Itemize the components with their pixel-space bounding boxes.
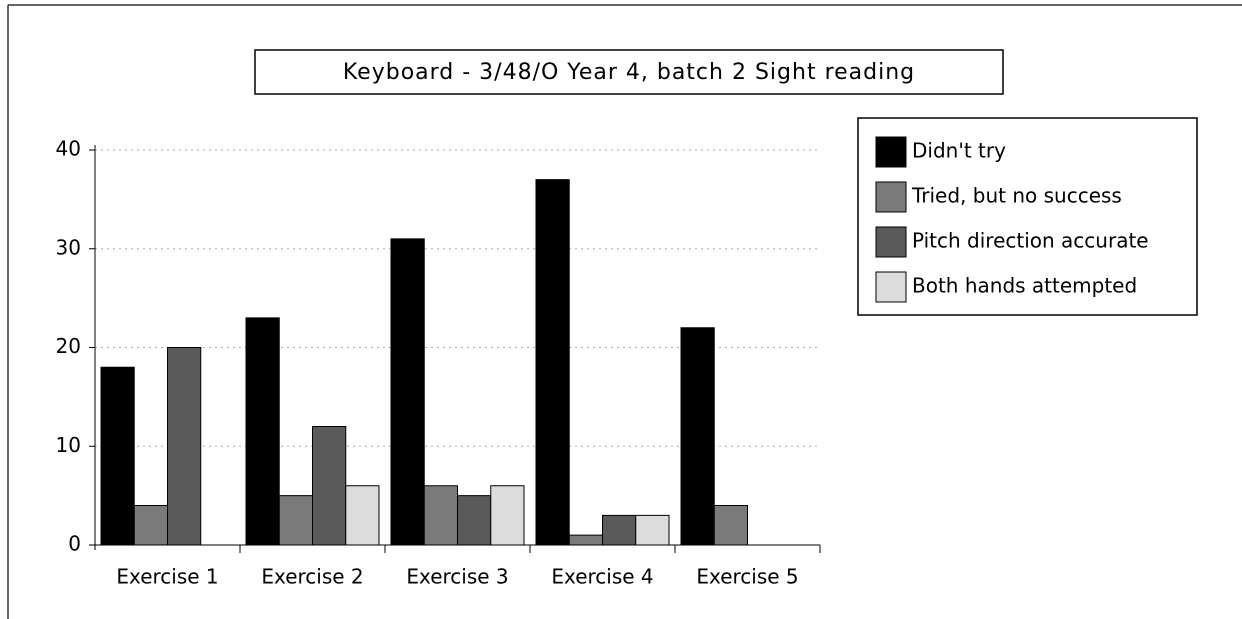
legend-label: Didn't try [912,139,1006,163]
bar [423,485,458,546]
legend-label: Tried, but no success [911,184,1122,208]
title-box [254,49,1004,95]
y-tick-label: 10 [56,433,81,457]
legend-swatch [875,181,907,213]
bar [312,426,347,546]
x-tick-label: Exercise 3 [406,565,508,589]
legend-swatch [875,136,907,168]
y-tick-label: 0 [68,532,81,556]
bar [278,495,313,546]
bar [635,514,670,546]
legend-label: Both hands attempted [912,274,1137,298]
bar [490,485,525,546]
bar [680,327,715,546]
legend-label: Pitch direction accurate [912,229,1149,253]
legend-swatch [875,271,907,303]
chart-title: Keyboard - 3/48/O Year 4, batch 2 Sight … [343,60,915,85]
bar [245,317,280,546]
y-tick-label: 40 [56,137,81,161]
legend-box [857,117,1198,316]
bar [535,179,570,546]
bar [100,366,135,546]
y-tick-label: 30 [56,235,81,259]
bar [602,514,637,546]
bar [167,347,202,546]
x-tick-label: Exercise 2 [261,565,363,589]
bar [345,485,380,546]
bar [568,534,603,546]
x-tick-label: Exercise 5 [696,565,798,589]
bar [713,505,748,546]
bar [133,505,168,546]
y-tick-label: 20 [56,334,81,358]
x-tick-label: Exercise 4 [551,565,653,589]
legend-swatch [875,226,907,258]
x-tick-label: Exercise 1 [116,565,218,589]
bar [457,495,492,546]
bar [390,238,425,546]
